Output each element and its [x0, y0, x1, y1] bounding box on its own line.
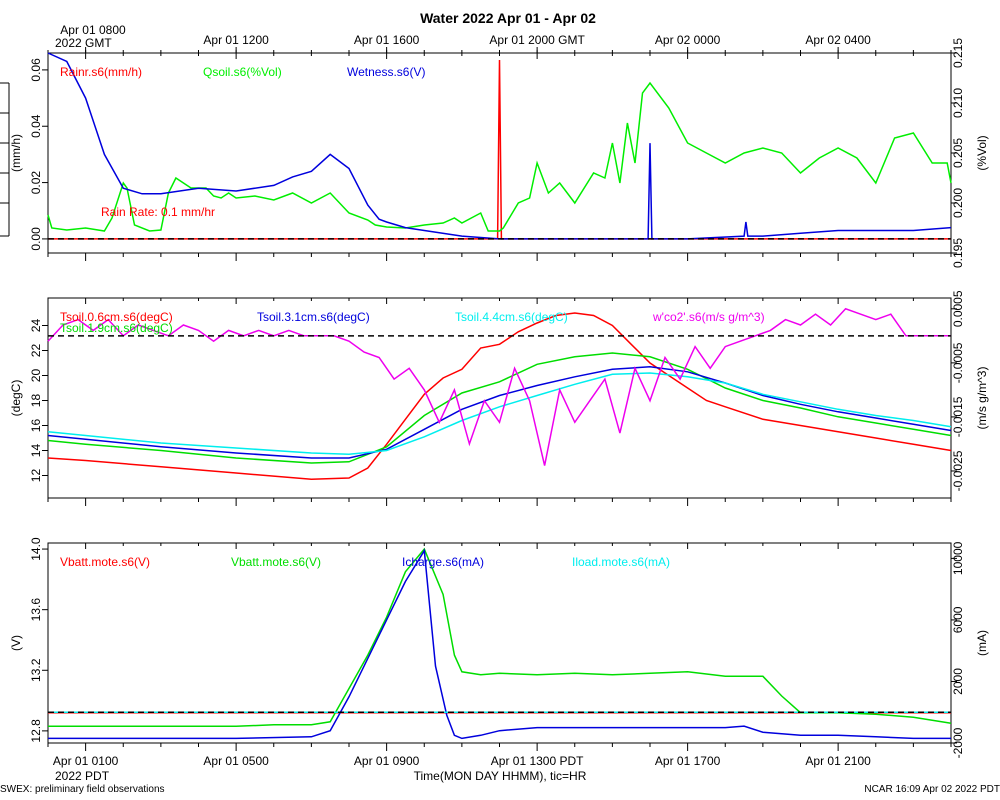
- left-axis-tick-label: 14: [29, 444, 43, 458]
- bottom-axis-ticks: Apr 01 0100 Apr 01 0500 Apr 01 0900 Apr 01 …: [53, 754, 871, 768]
- top-axis-tick-label: Apr 02 0400: [805, 33, 871, 47]
- right-axis-tick-label: 10000: [951, 541, 965, 575]
- bottom-axis-tick-label: Apr 01 1700: [655, 754, 721, 768]
- chart-panels: 0.00 0.02 0.04 0.06 (mm/h) 0.195 0.200 0.205 0.2…: [9, 38, 989, 759]
- right-axis-label: (%Vol): [975, 135, 989, 170]
- x-axis-label: Time(MON DAY HHMM), tic=HR: [414, 769, 587, 783]
- bottom-axis-year-label: 2022 PDT: [55, 769, 110, 783]
- right-axis-label: (mA): [975, 630, 989, 656]
- series-line-Tsoil.3.1cm.s6(degC): [47, 366, 952, 459]
- panel-power: 12.8 13.2 13.6 14.0 (V) -2000 2000 6000 10000 (mA…: [9, 537, 989, 758]
- legend-label: Vbatt.mote.s6(V): [60, 555, 150, 569]
- series-line-w'co2'.s6(m/s g/m^3): [47, 307, 951, 466]
- footer-note: SWEX: preliminary field observations: [0, 784, 165, 795]
- legend-label: w'co2'.s6(m/s g/m^3): [652, 310, 765, 324]
- legend-label: Rainr.s6(mm/h): [60, 65, 142, 79]
- left-axis-tick-label: 0.00: [29, 227, 43, 251]
- top-axis-ticks: Apr 01 0800 Apr 01 1200 Apr 01 1600 Apr 01 …: [47, 23, 952, 53]
- right-axis-label: (m/s g/m^3): [975, 367, 989, 430]
- series-line-Tsoil.1.9cm.s6(degC): [47, 352, 952, 464]
- left-axis-tick-label: 0.02: [29, 171, 43, 195]
- top-axis-year-label: 2022 GMT: [55, 36, 112, 50]
- legend-label: Wetness.s6(V): [347, 65, 425, 79]
- legend-label: Qsoil.s6(%Vol): [203, 65, 282, 79]
- legend-label: Tsoil.4.4cm.s6(degC): [455, 310, 568, 324]
- right-axis-tick-label: -2000: [951, 727, 965, 758]
- top-axis-tick-label: Apr 01 2000 GMT: [489, 33, 585, 47]
- legend-label: Vbatt.mote.s6(V): [231, 555, 321, 569]
- left-axis-tick-label: 0.04: [29, 114, 43, 138]
- left-axis-tick-label: 0.06: [29, 58, 43, 82]
- left-axis-tick-label: 24: [29, 319, 43, 333]
- legend-label: Tsoil.0.6cm.s6(degC): [60, 310, 173, 324]
- bottom-axis-tick-label: Apr 01 0500: [203, 754, 269, 768]
- series-line-Vbatt.mote.s6(V): [48, 547, 952, 728]
- right-axis-tick-label: 0.200: [951, 188, 965, 218]
- left-axis-tick-label: 14.0: [29, 537, 43, 561]
- top-axis-tick-label: Apr 01 1600: [354, 33, 420, 47]
- series-line-Wetness.s6(V): [47, 52, 952, 240]
- right-axis-tick-label: 0.205: [951, 138, 965, 168]
- bottom-axis-tick-label: Apr 01 0900: [354, 754, 420, 768]
- left-axis-tick-label: 18: [29, 394, 43, 408]
- left-axis-tick-label: 12.8: [29, 719, 43, 743]
- footer-timestamp: NCAR 16:09 Apr 02 2022 PDT: [864, 784, 1000, 795]
- legend-label: Tsoil.1.9cm.s6(degC): [60, 321, 173, 335]
- right-axis-tick-label: -0.0015: [951, 396, 965, 437]
- right-axis-tick-label: 0.195: [951, 238, 965, 268]
- right-axis-tick-label: -0.0005: [951, 342, 965, 383]
- right-axis-tick-label: 0.0005: [951, 290, 965, 327]
- left-axis-tick-label: 13.2: [29, 658, 43, 682]
- top-axis-tick-label: Apr 01 0800: [60, 23, 126, 37]
- series-line-Tsoil.4.4cm.s6(degC): [47, 372, 952, 456]
- left-edge-bracket: [0, 82, 10, 237]
- left-axis-tick-label: 13.6: [29, 598, 43, 622]
- right-axis-tick-label: 2000: [951, 668, 965, 695]
- panel-water: 0.00 0.02 0.04 0.06 (mm/h) 0.195 0.200 0.205 0.2…: [9, 38, 989, 268]
- left-axis-tick-label: 20: [29, 369, 43, 383]
- bottom-axis-tick-label: Apr 01 0100: [53, 754, 119, 768]
- bottom-axis-tick-label: Apr 01 1300 PDT: [491, 754, 584, 768]
- series-line-Icharge.s6(mA): [48, 548, 951, 740]
- top-axis-tick-label: Apr 02 0000: [655, 33, 721, 47]
- series-line-Qsoil.s6(%Vol): [47, 81, 952, 232]
- left-axis-tick-label: 22: [29, 344, 43, 358]
- panel-soil-temperature: 12 14 16 18 20 22 24 (degC) 0.0005 -0.0005 -0.0015…: [9, 290, 989, 506]
- right-axis-tick-label: 0.210: [951, 88, 965, 118]
- bottom-axis-tick-label: Apr 01 2100: [805, 754, 871, 768]
- right-axis-tick-label: -0.0025: [951, 450, 965, 491]
- legend-label: Icharge.s6(mA): [402, 555, 484, 569]
- left-axis-label: (mm/h): [9, 134, 23, 172]
- right-axis-tick-label: 0.215: [951, 38, 965, 68]
- left-axis-tick-label: 16: [29, 419, 43, 433]
- left-axis-label: (V): [9, 635, 23, 651]
- chart-title: Water 2022 Apr 01 - Apr 02: [420, 10, 596, 26]
- legend-label: Iload.mote.s6(mA): [572, 555, 670, 569]
- left-axis-tick-label: 12: [29, 469, 43, 483]
- right-axis-tick-label: 6000: [951, 606, 965, 633]
- left-axis-label: (degC): [9, 380, 23, 417]
- legend-label: Tsoil.3.1cm.s6(degC): [257, 310, 370, 324]
- series-line-Tsoil.0.6cm.s6(degC): [47, 312, 952, 481]
- top-axis-tick-label: Apr 01 1200: [203, 33, 269, 47]
- rain-rate-annotation: Rain Rate: 0.1 mm/hr: [101, 205, 215, 219]
